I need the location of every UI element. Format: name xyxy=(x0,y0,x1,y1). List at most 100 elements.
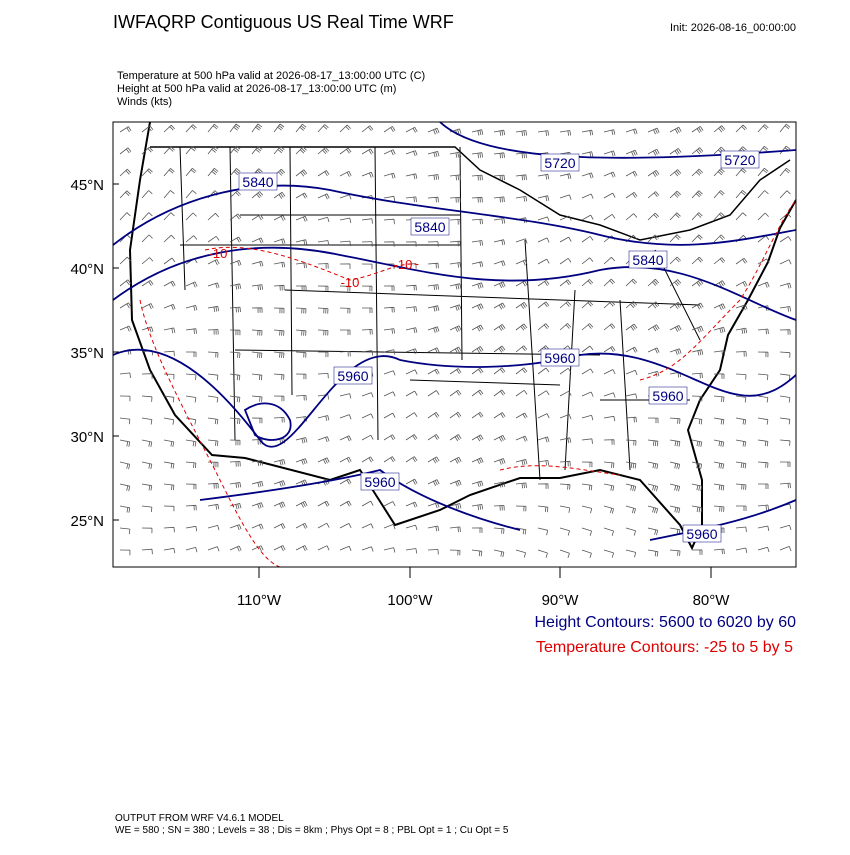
wind-barb xyxy=(449,240,461,247)
wind-barb xyxy=(427,525,440,532)
wind-barb xyxy=(581,279,594,287)
wind-barb xyxy=(581,257,594,265)
wind-barb xyxy=(119,325,132,332)
wind-barb xyxy=(493,435,506,442)
wind-barb xyxy=(229,503,242,510)
wind-barb xyxy=(625,461,637,469)
wind-barb xyxy=(361,523,374,529)
wind-barb xyxy=(603,415,616,422)
wind-barb xyxy=(471,282,484,289)
wind-barb xyxy=(229,190,241,199)
wind-barb xyxy=(449,549,461,556)
wind-barb xyxy=(493,324,506,331)
wind-barb xyxy=(625,170,638,177)
wind-barb xyxy=(515,238,528,244)
wind-barb xyxy=(427,434,440,441)
wind-barb xyxy=(273,395,285,402)
wind-barb xyxy=(361,218,373,224)
wind-barb xyxy=(581,438,593,444)
wind-barb xyxy=(779,417,791,425)
wind-barb xyxy=(295,437,308,444)
wind-barb xyxy=(339,170,352,177)
wind-barb xyxy=(625,439,637,446)
wind-barb xyxy=(757,281,770,288)
wind-barb xyxy=(581,549,592,559)
wind-barb xyxy=(229,329,241,336)
wind-barb xyxy=(273,351,285,359)
wind-barb xyxy=(339,240,351,247)
wind-barb xyxy=(735,461,747,469)
wind-barb xyxy=(361,434,374,441)
wind-barb xyxy=(603,192,616,199)
wind-barb xyxy=(119,147,132,155)
wind-barb xyxy=(251,417,263,424)
wind-barb xyxy=(163,257,176,265)
wind-barb xyxy=(735,547,748,553)
wind-barb xyxy=(163,350,175,357)
wind-barb xyxy=(163,280,176,287)
wind-barb xyxy=(383,306,395,313)
wind-barb xyxy=(251,373,263,381)
wind-barb xyxy=(405,173,418,180)
wind-barb xyxy=(273,123,285,133)
wind-barb xyxy=(317,373,329,379)
wind-barb xyxy=(736,505,747,511)
wind-barb xyxy=(713,190,725,199)
wind-barb xyxy=(493,239,506,246)
wind-barb xyxy=(449,151,462,158)
wind-barb xyxy=(537,460,550,466)
height-label: 5960 xyxy=(652,388,683,404)
wind-barb xyxy=(537,279,550,287)
wind-barb xyxy=(405,434,418,441)
wind-barb xyxy=(647,483,659,492)
wind-barb xyxy=(647,461,659,470)
wind-barb xyxy=(339,414,352,420)
wind-barb xyxy=(581,527,592,536)
wind-barb xyxy=(757,235,770,243)
wind-barb xyxy=(691,279,704,287)
wind-barb xyxy=(119,549,131,556)
wind-barb xyxy=(229,461,241,467)
wind-barb xyxy=(163,505,175,512)
wind-barb xyxy=(625,527,636,536)
wind-barb xyxy=(295,146,307,155)
wind-barb xyxy=(713,280,726,288)
wind-barb xyxy=(559,437,572,444)
lat-label: 25°N xyxy=(70,513,104,530)
wind-barb xyxy=(647,148,660,156)
wind-barb xyxy=(163,234,175,243)
wind-barb xyxy=(427,196,439,203)
wind-barb xyxy=(427,262,439,269)
wind-barb xyxy=(405,126,418,133)
wind-barb xyxy=(141,257,154,265)
wind-barb xyxy=(780,461,791,467)
wind-barb xyxy=(251,191,264,199)
wind-barb xyxy=(229,524,242,531)
wind-barb xyxy=(713,257,726,265)
wind-barb xyxy=(647,169,660,177)
wind-barb xyxy=(163,168,175,177)
wind-barb xyxy=(493,345,506,353)
wind-barb xyxy=(185,373,197,380)
wind-barb xyxy=(691,483,703,492)
wind-barb xyxy=(427,456,440,464)
wind-barb xyxy=(119,168,131,177)
wind-barb xyxy=(471,549,483,557)
wind-barb xyxy=(471,152,483,159)
wind-barb xyxy=(515,367,528,375)
wind-barb xyxy=(669,439,681,447)
wind-barb xyxy=(625,301,638,309)
wind-barb xyxy=(427,549,439,555)
wind-barb xyxy=(273,329,285,336)
wind-barb xyxy=(141,303,154,310)
wind-barb xyxy=(758,483,769,489)
wind-barb xyxy=(339,147,352,155)
wind-barb xyxy=(603,527,614,536)
wind-barb xyxy=(427,127,440,135)
wind-barb xyxy=(515,412,528,419)
wind-barb xyxy=(735,417,747,425)
wind-barb xyxy=(185,439,197,447)
wind-barb xyxy=(603,369,616,375)
wind-barb xyxy=(471,480,484,488)
wind-barb xyxy=(339,285,351,292)
